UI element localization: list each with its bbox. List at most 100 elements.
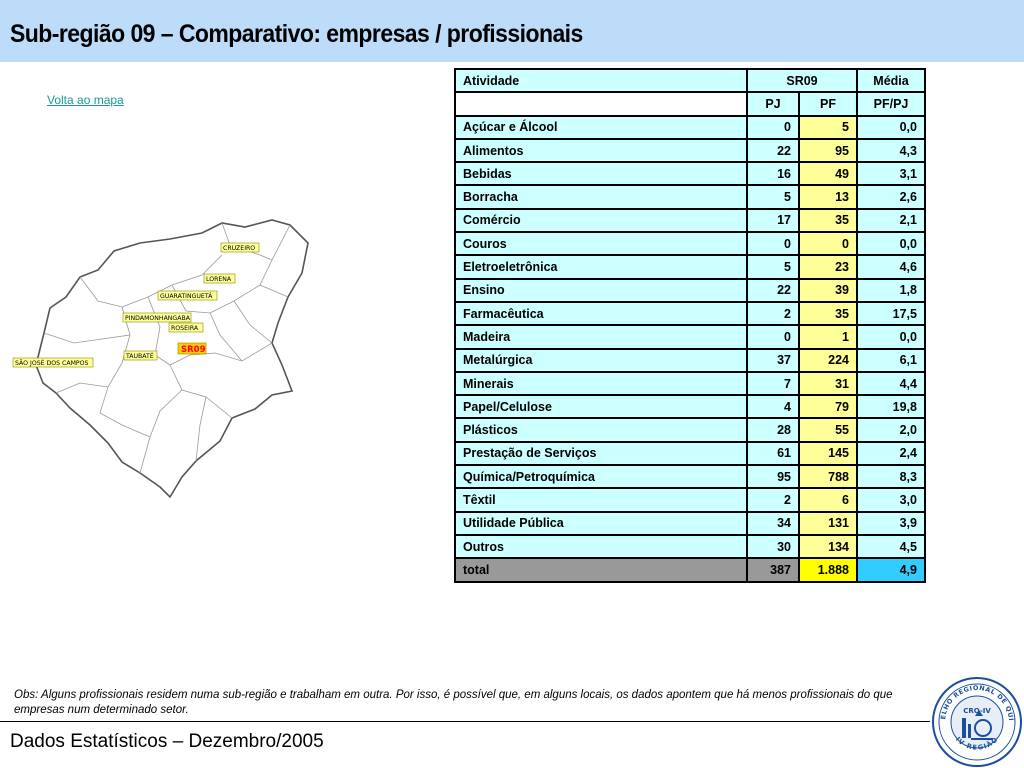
crq-seal-logo: CONSELHO REGIONAL DE QUÍMICA IV REGIÃO C… [931,676,1022,767]
cell-pj: 22 [746,137,800,164]
cell-pj: 17 [746,207,800,234]
cell-media: 4,3 [856,137,926,164]
cell-activity: Açúcar e Álcool [454,114,748,140]
cell-activity: total [454,557,748,583]
table-row: Plásticos 28 55 2,0 [454,417,926,443]
cell-pj: 37 [746,347,800,373]
cell-activity: Alimentos [454,137,748,164]
cell-media: 0,0 [856,114,926,140]
cell-activity: Utilidade Pública [454,510,748,536]
cell-media: 2,4 [856,440,926,467]
cell-media: 2,6 [856,184,926,210]
map-label-roseira: ROSEIRA [171,325,199,332]
cell-media: 8,3 [856,464,926,490]
table-row: Borracha 5 13 2,6 [454,184,926,210]
cell-activity: Minerais [454,370,748,397]
cell-media: 19,8 [856,394,926,420]
cell-pj: 0 [746,231,800,257]
cell-activity: Química/Petroquímica [454,464,748,490]
table-row: Metalúrgica 37 224 6,1 [454,347,926,373]
region-outline [35,219,309,499]
cell-media: 2,0 [856,417,926,443]
table-row: Madeira 0 1 0,0 [454,324,926,350]
table-total-row: total 387 1.888 4,9 [454,557,926,583]
svg-text:CRQ-IV: CRQ-IV [963,707,991,715]
header-sr09: SR09 [746,67,858,94]
cell-activity: Couros [454,231,748,257]
cell-pj: 95 [746,464,800,490]
cell-pf: 23 [798,254,858,280]
table-row: Comércio 17 35 2,1 [454,207,926,234]
cell-activity: Ensino [454,277,748,303]
cell-activity: Outros [454,533,748,560]
map-label-taubate: TAUBATÉ [125,351,154,360]
map-label-sao-jose-dos-campos: SÃO JOSÉ DOS CAMPOS [15,358,89,367]
cell-activity: Farmacêutica [454,300,748,327]
cell-pf: 0 [798,231,858,257]
cell-pf: 13 [798,184,858,210]
municipality-borders [43,222,291,474]
cell-media: 4,4 [856,370,926,397]
cell-media: 3,0 [856,487,926,513]
cell-pj: 5 [746,184,800,210]
region-map: CRUZEIRO LORENA GUARATINGUETÁ PINDAMONHA… [12,219,309,499]
footer-divider [0,721,930,722]
cell-activity: Prestação de Serviços [454,440,748,467]
header-ratio: PF/PJ [856,91,926,117]
cell-pf: 55 [798,417,858,443]
cell-pf: 79 [798,394,858,420]
cell-media: 3,9 [856,510,926,536]
title-bar: Sub-região 09 – Comparativo: empresas / … [0,0,1024,62]
cell-media: 0,0 [856,231,926,257]
header-activity: Atividade [454,67,748,94]
cell-pj: 34 [746,510,800,536]
cell-media: 4,6 [856,254,926,280]
cell-media: 1,8 [856,277,926,303]
cell-media: 17,5 [856,300,926,327]
table-row: Papel/Celulose 4 79 19,8 [454,394,926,420]
cell-pf: 39 [798,277,858,303]
cell-pj: 30 [746,533,800,560]
cell-pj: 28 [746,417,800,443]
cell-pf: 788 [798,464,858,490]
cell-activity: Plásticos [454,417,748,443]
table-row: Alimentos 22 95 4,3 [454,137,926,164]
table-header-row: Atividade SR09 Média [454,67,926,94]
table-row: Têxtil 2 6 3,0 [454,487,926,513]
table-row: Minerais 7 31 4,4 [454,370,926,397]
cell-pj: 5 [746,254,800,280]
table-row: Farmacêutica 2 35 17,5 [454,300,926,327]
comparison-table: Atividade SR09 Média PJ PF PF/PJ Açúcar … [454,67,926,583]
cell-media: 2,1 [856,207,926,234]
table-row: Bebidas 16 49 3,1 [454,161,926,187]
cell-pf: 35 [798,207,858,234]
cell-pj: 0 [746,114,800,140]
table-row: Utilidade Pública 34 131 3,9 [454,510,926,536]
cell-pj: 16 [746,161,800,187]
header-media: Média [856,67,926,94]
cell-activity: Papel/Celulose [454,394,748,420]
cell-pf: 131 [798,510,858,536]
map-label-pindamonhangaba: PINDAMONHANGABA [125,315,191,322]
back-to-map-link[interactable]: Volta ao mapa [47,93,124,107]
cell-pf: 134 [798,533,858,560]
table-subheader-row: PJ PF PF/PJ [454,91,926,117]
map-label-sr09: SR09 [181,345,206,355]
cell-pj: 2 [746,300,800,327]
table-row: Outros 30 134 4,5 [454,533,926,560]
cell-pj: 2 [746,487,800,513]
table-row: Ensino 22 39 1,8 [454,277,926,303]
cell-pf: 1 [798,324,858,350]
cell-pf: 35 [798,300,858,327]
cell-media: 4,5 [856,533,926,560]
cell-activity: Madeira [454,324,748,350]
table-row: Eletroeletrônica 5 23 4,6 [454,254,926,280]
cell-pf: 95 [798,137,858,164]
observation-note: Obs: Alguns profissionais residem numa s… [14,689,893,716]
cell-media: 3,1 [856,161,926,187]
footer-caption: Dados Estatísticos – Dezembro/2005 [10,731,324,752]
cell-activity: Metalúrgica [454,347,748,373]
header-blank [454,91,748,117]
cell-activity: Comércio [454,207,748,234]
cell-pf: 224 [798,347,858,373]
